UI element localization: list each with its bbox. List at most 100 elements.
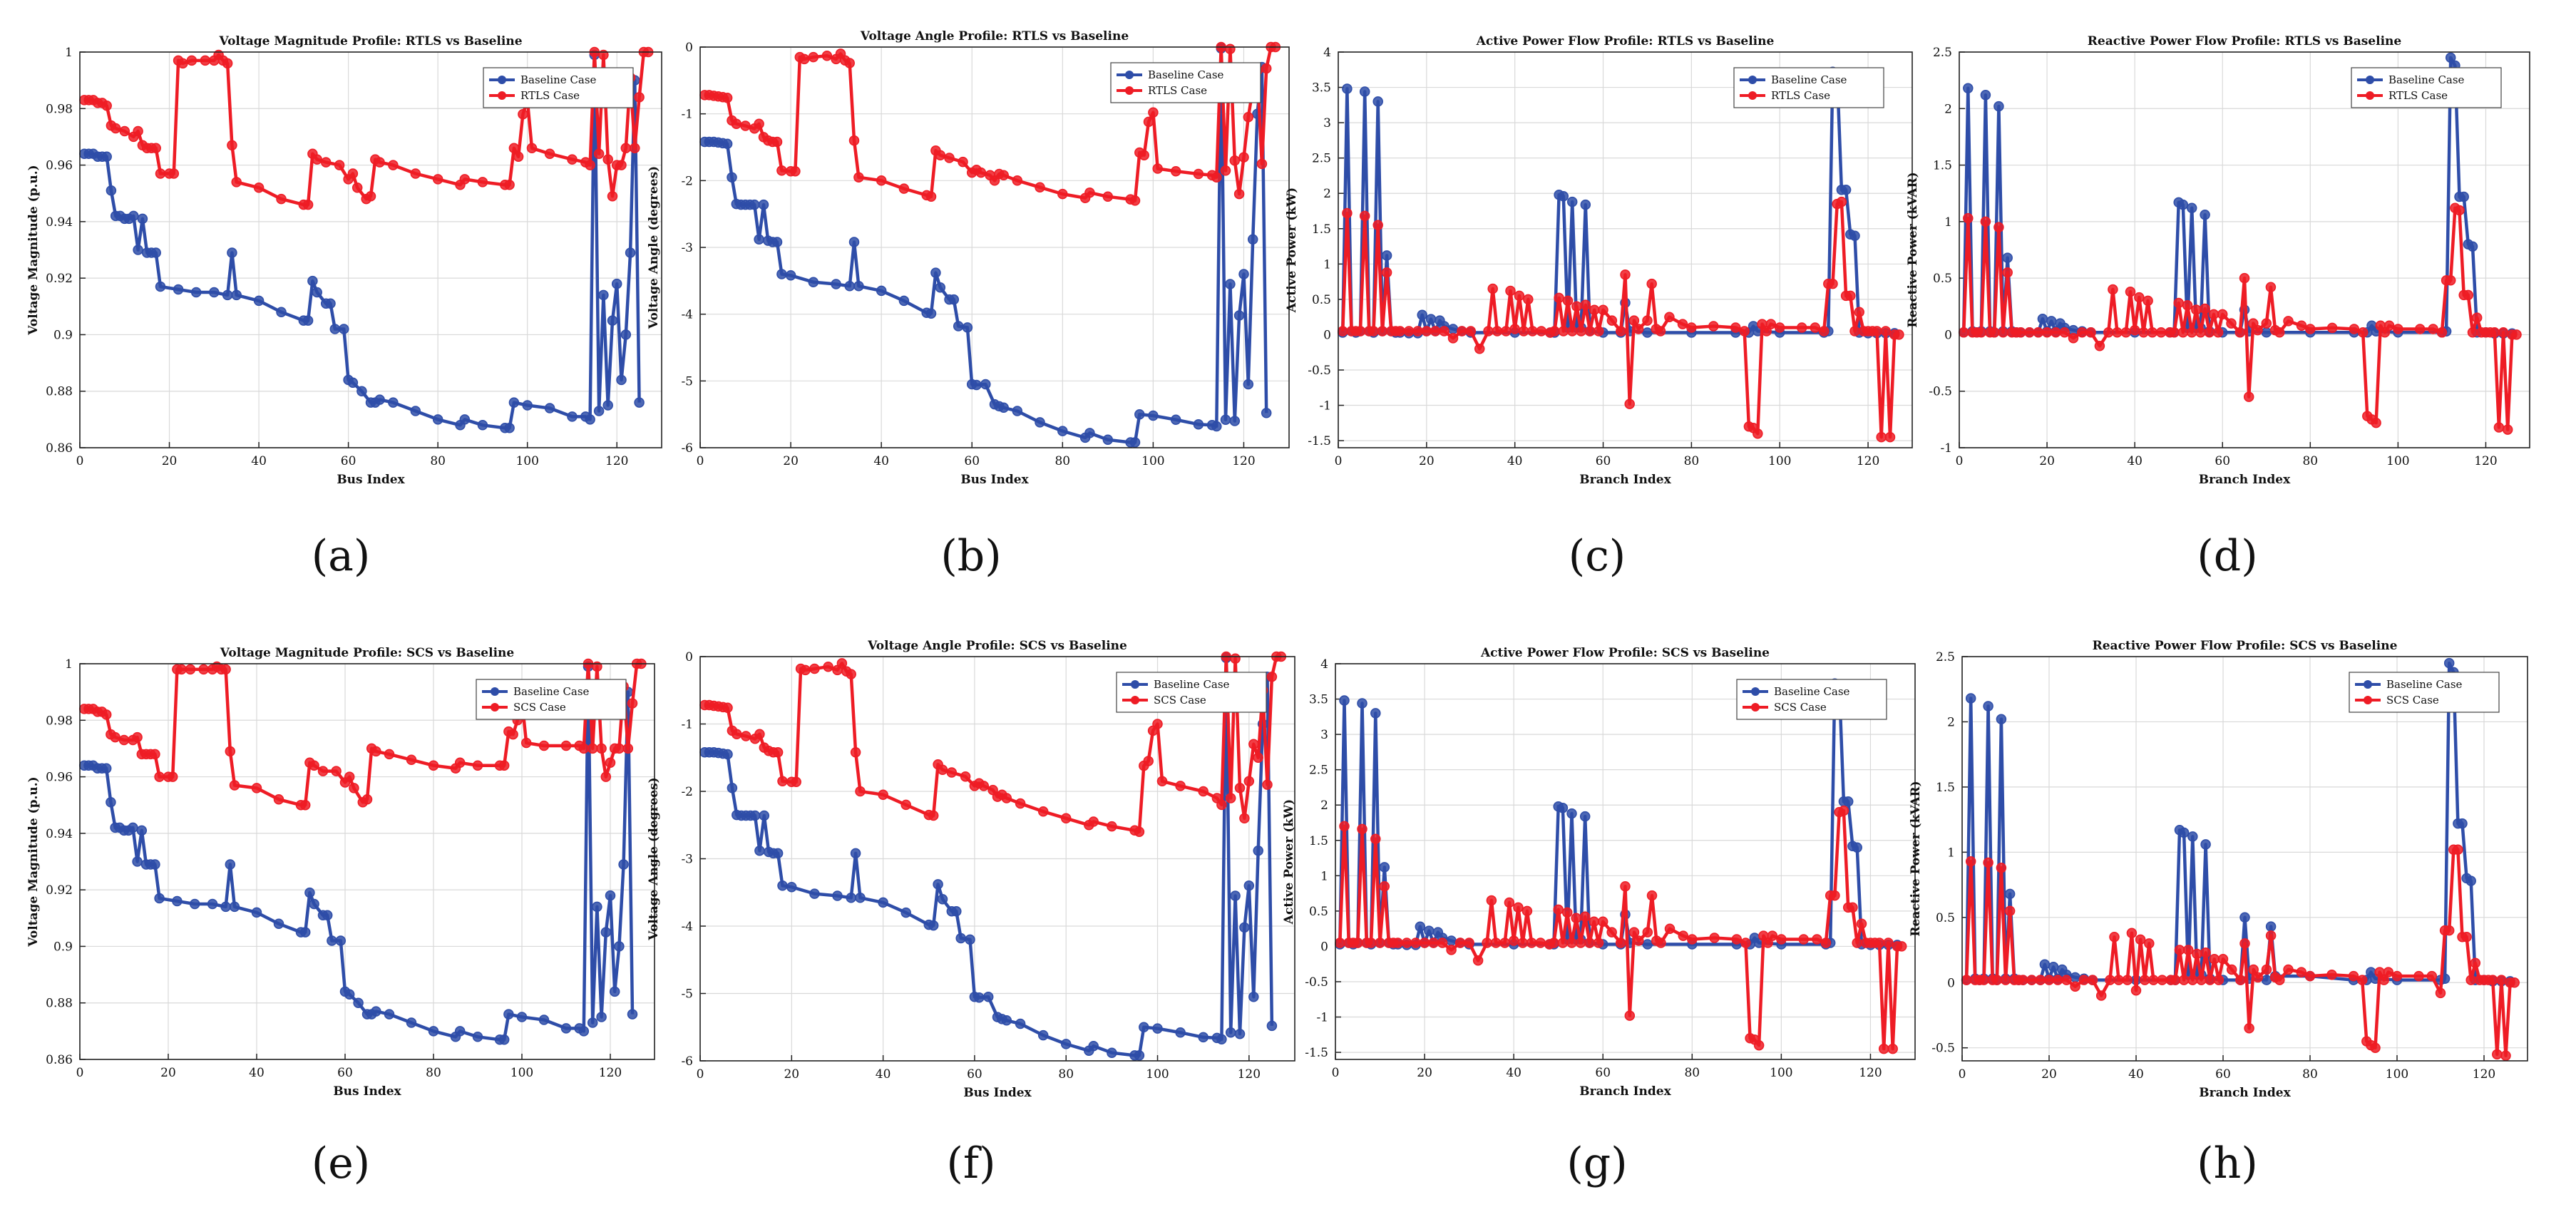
y-tick-label: -3: [681, 241, 693, 255]
data-point: [1580, 299, 1591, 311]
data-point: [2502, 424, 2513, 435]
y-tick-label: 3: [1323, 116, 1331, 130]
data-point: [585, 414, 595, 425]
data-point: [1425, 314, 1437, 324]
y-tick-label: 1: [1323, 257, 1331, 272]
data-point: [1845, 290, 1856, 302]
data-point: [853, 172, 864, 183]
data-point: [1767, 930, 1778, 941]
series-baseline-case: [78, 661, 638, 1045]
plot-background: [1959, 52, 2530, 448]
data-point: [1836, 196, 1847, 207]
data-point: [620, 143, 632, 154]
data-point: [2487, 975, 2498, 985]
y-tick-label: -4: [681, 308, 693, 322]
data-point: [472, 760, 483, 771]
data-point: [273, 918, 284, 929]
data-point: [335, 935, 347, 946]
chart-panel-h: -0.5 0 0.5 1 1.5 2 2.5 0 20 40 60 80 100 120 Reactive …: [1909, 639, 2528, 1188]
data-point: [173, 284, 184, 295]
data-point: [1561, 907, 1573, 918]
x-tick-label: 40: [873, 454, 889, 468]
data-point: [200, 55, 211, 66]
data-point: [1849, 230, 1860, 241]
data-point: [1381, 267, 1392, 278]
data-point: [2126, 928, 2138, 939]
y-tick-label: 2: [1320, 798, 1328, 813]
data-point: [2187, 831, 2198, 842]
data-point: [2070, 972, 2080, 983]
series-baseline-case: [699, 652, 1278, 1061]
x-tick-label: 100: [515, 454, 538, 468]
data-point: [347, 377, 359, 389]
data-point: [2200, 839, 2211, 850]
data-point: [1579, 811, 1591, 822]
legend-label: Baseline Case: [2388, 73, 2465, 86]
data-point: [1504, 897, 1515, 908]
data-point: [1579, 911, 1591, 923]
data-point: [1037, 1029, 1049, 1041]
data-point: [2108, 284, 2118, 295]
data-point: [832, 890, 843, 901]
data-point: [1102, 434, 1114, 446]
x-tick-label: 120: [599, 1066, 622, 1080]
data-point: [1248, 991, 1259, 1002]
chart-panel-c: -1.5-1-0.500.511.522.533.540 20 40 60 80 100 1…: [1285, 34, 1913, 581]
x-tick-label: 100: [510, 1066, 533, 1080]
data-point: [1243, 776, 1255, 787]
panel-label: (e): [312, 1139, 370, 1188]
x-axis-label: Bus Index: [333, 1084, 401, 1099]
data-point: [101, 763, 112, 774]
data-point: [786, 881, 797, 893]
y-tick-label: 1: [1944, 215, 1952, 230]
data-point: [953, 321, 964, 332]
data-point: [2147, 327, 2158, 338]
data-point: [980, 379, 991, 390]
data-point: [1876, 431, 1887, 443]
data-point: [2511, 329, 2522, 340]
y-tick-label: 0.88: [46, 997, 73, 1011]
data-point: [2248, 964, 2259, 975]
data-point: [1198, 786, 1209, 797]
data-point: [1229, 155, 1241, 166]
data-point: [974, 992, 985, 1003]
x-tick-label: 60: [2215, 1067, 2231, 1082]
data-point: [137, 213, 148, 225]
data-point: [627, 1009, 638, 1019]
data-point: [2026, 975, 2037, 985]
y-tick-label: 0.98: [46, 714, 73, 728]
data-point: [384, 749, 395, 760]
x-tick-label: 0: [697, 454, 704, 468]
data-point: [799, 53, 810, 65]
series-rtls-case: [1337, 196, 1904, 443]
data-point: [2239, 938, 2250, 949]
data-point: [1983, 701, 1993, 712]
data-point: [1513, 902, 1524, 913]
data-point: [1233, 310, 1245, 321]
data-point: [1156, 776, 1168, 787]
data-point: [2051, 327, 2061, 338]
data-point: [2059, 327, 2070, 338]
data-point: [1238, 269, 1249, 279]
panel-label: (g): [1566, 1139, 1627, 1188]
x-tick-label: 60: [964, 454, 980, 468]
data-point: [222, 58, 233, 69]
data-point: [1628, 927, 1640, 938]
data-point: [2243, 391, 2254, 402]
data-point: [1211, 172, 1222, 183]
data-point: [2217, 309, 2228, 320]
data-point: [1796, 322, 1807, 333]
data-point: [1419, 938, 1430, 948]
data-point: [749, 199, 760, 210]
data-point: [2234, 327, 2246, 338]
data-point: [1001, 1015, 1012, 1026]
data-point: [578, 1026, 590, 1037]
data-point: [614, 743, 625, 754]
y-axis-label: Voltage Angle (degrees): [647, 166, 661, 329]
data-point: [339, 324, 349, 334]
data-point: [607, 190, 618, 202]
data-point: [754, 118, 764, 129]
data-point: [948, 294, 960, 305]
data-point: [1102, 191, 1114, 202]
data-point: [1193, 418, 1204, 430]
